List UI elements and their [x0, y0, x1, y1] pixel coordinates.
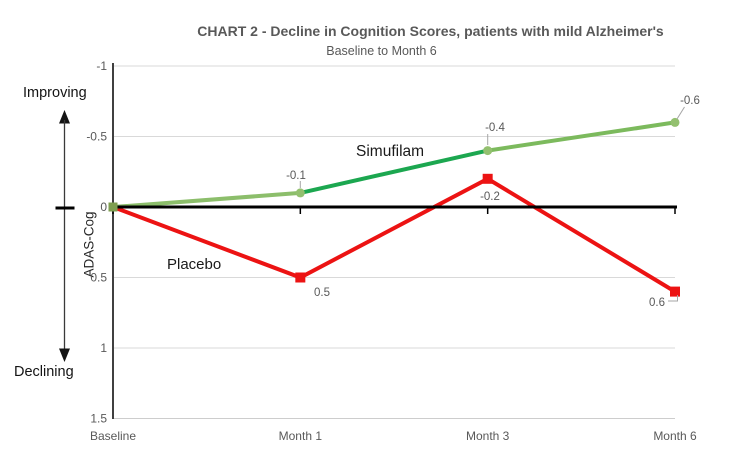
- series-label-simufilam: Simufilam: [356, 143, 425, 160]
- simufilam-line-segment: [111, 190, 303, 209]
- improving-label: Improving: [23, 85, 87, 101]
- data-point-label: -0.1: [286, 170, 306, 182]
- chart-title: CHART 2 - Decline in Cognition Scores, p…: [197, 23, 664, 39]
- y-tick-label: 1: [100, 341, 107, 355]
- simufilam-marker: [670, 117, 680, 127]
- y-tick-label: 1.5: [90, 412, 107, 426]
- y-tick-label: 0: [100, 200, 107, 214]
- chart-subtitle: Baseline to Month 6: [326, 44, 437, 58]
- data-point-label: 0.6: [649, 297, 665, 309]
- y-tick-label: 0.5: [90, 271, 107, 285]
- x-tick-label: Month 3: [466, 429, 510, 443]
- placebo-marker: [295, 272, 306, 283]
- simufilam-marker: [295, 188, 305, 198]
- simufilam-line-segment: [298, 148, 490, 195]
- data-point-label: -0.4: [485, 122, 505, 134]
- baseline-marker: [108, 202, 118, 212]
- label-leader-line: [668, 295, 678, 302]
- arrow-up-head-icon: [59, 110, 70, 124]
- arrow-down-head-icon: [59, 348, 70, 362]
- data-point-label: 0.5: [314, 287, 330, 299]
- placebo-marker: [670, 286, 680, 297]
- simufilam-line-segment: [485, 120, 677, 153]
- x-tick-label: Month 6: [653, 429, 697, 443]
- label-leader-line: [676, 106, 685, 120]
- y-tick-label: -1: [96, 59, 107, 73]
- placebo-marker: [482, 173, 493, 184]
- x-tick-label: Baseline: [90, 429, 136, 443]
- improving-declining-arrow: [55, 110, 75, 362]
- simufilam-marker: [483, 146, 493, 156]
- data-point-label: -0.2: [480, 191, 500, 203]
- series-label-placebo: Placebo: [167, 256, 222, 273]
- x-tick-label: Month 1: [279, 429, 323, 443]
- declining-label: Declining: [14, 364, 74, 380]
- data-point-label: -0.6: [680, 95, 700, 107]
- y-tick-label: -0.5: [86, 130, 107, 144]
- placebo-line: [112, 176, 677, 294]
